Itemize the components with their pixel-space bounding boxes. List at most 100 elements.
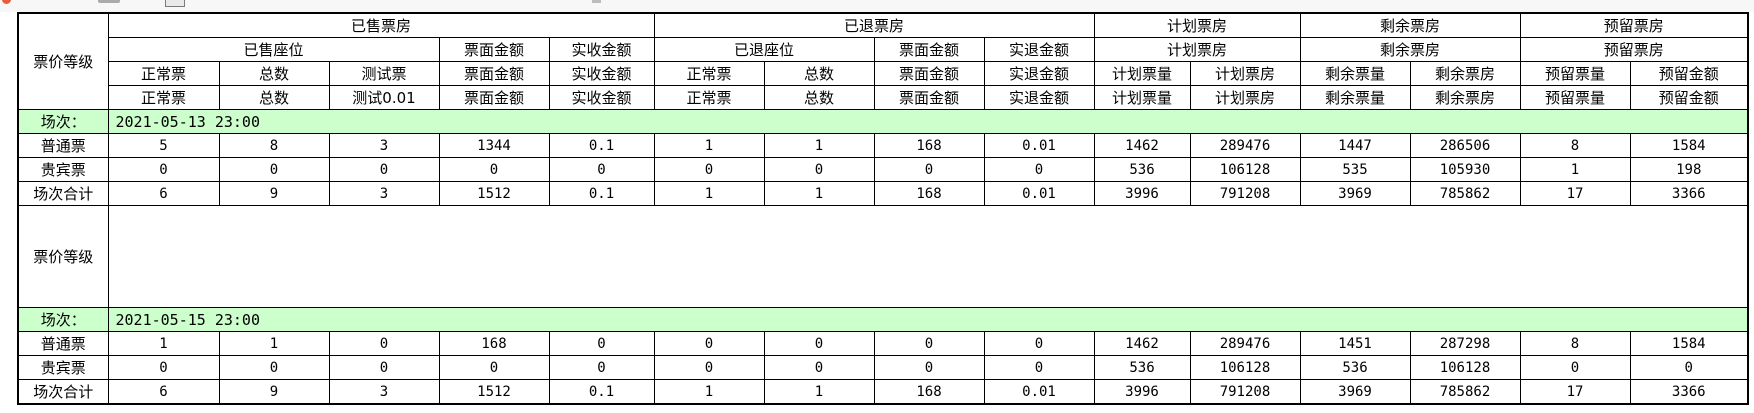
header-cell: 测试票 bbox=[328, 61, 440, 86]
header-cell: 票面金额 bbox=[438, 61, 550, 86]
data-row: 贵宾票 0 0 0 0 0 0 0 0 0 536 106128 536 106128 0 0 bbox=[17, 355, 1749, 380]
data-cell: 0.1 bbox=[548, 379, 655, 405]
header-cell: 剩余票房 bbox=[1299, 37, 1521, 62]
data-row: 贵宾票 0 0 0 0 0 0 0 0 0 536 106128 535 105930 1 198 bbox=[17, 157, 1749, 182]
row-label: 场次合计 bbox=[17, 181, 109, 206]
header-cell: 实收金额 bbox=[548, 85, 655, 110]
header-cell: 计划票房 bbox=[1189, 61, 1301, 86]
row-label: 贵宾票 bbox=[17, 157, 109, 182]
data-cell: 3 bbox=[328, 379, 440, 405]
header-cell: 已退座位 bbox=[653, 37, 875, 62]
data-cell: 535 bbox=[1299, 157, 1411, 182]
header-cell: 票面金额 bbox=[438, 37, 550, 62]
data-cell: 1584 bbox=[1629, 133, 1749, 158]
header-row-4: 正常票 总数 测试0.01 票面金额 实收金额 正常票 总数 票面金额 实退金额 计划票量 计划票房… bbox=[18, 85, 1749, 110]
header-cell: 预留金额 bbox=[1629, 61, 1749, 86]
data-cell: 3996 bbox=[1093, 379, 1191, 405]
data-cell: 0 bbox=[763, 331, 875, 356]
header-cell: 计划票房 bbox=[1189, 85, 1301, 110]
data-cell: 1 bbox=[763, 379, 875, 405]
header-cell: 剩余票量 bbox=[1299, 85, 1411, 110]
data-cell: 536 bbox=[1299, 355, 1411, 380]
data-cell: 0 bbox=[983, 157, 1095, 182]
spacer-row: 票价等级 bbox=[17, 205, 1749, 308]
data-cell: 0 bbox=[548, 157, 655, 182]
row-label: 场次合计 bbox=[17, 379, 109, 405]
header-cell: 剩余票房 bbox=[1409, 85, 1521, 110]
data-cell: 1 bbox=[218, 331, 330, 356]
header-cell: 计划票量 bbox=[1093, 61, 1191, 86]
data-cell: 785862 bbox=[1409, 181, 1521, 206]
data-cell: 1462 bbox=[1093, 331, 1191, 356]
header-cell-sold-section: 已售票房 bbox=[107, 12, 655, 38]
header-cell: 预留金额 bbox=[1629, 85, 1749, 110]
data-cell: 1512 bbox=[438, 379, 550, 405]
header-cell: 实退金额 bbox=[983, 61, 1095, 86]
data-cell: 1 bbox=[653, 133, 765, 158]
data-cell: 6 bbox=[107, 181, 220, 206]
data-cell: 106128 bbox=[1409, 355, 1521, 380]
header-cell: 正常票 bbox=[107, 85, 220, 110]
header-row-1: 票价等级 已售票房 已退票房 计划票房 剩余票房 预留票房 bbox=[17, 12, 1749, 110]
data-cell: 536 bbox=[1093, 157, 1191, 182]
data-cell: 536 bbox=[1093, 355, 1191, 380]
header-cell: 剩余票量 bbox=[1299, 61, 1411, 86]
toolbar-strip bbox=[0, 0, 1754, 12]
data-cell: 1584 bbox=[1629, 331, 1749, 356]
data-cell: 0.01 bbox=[983, 133, 1095, 158]
data-cell: 17 bbox=[1519, 181, 1631, 206]
data-cell: 0 bbox=[548, 331, 655, 356]
data-cell: 1 bbox=[653, 181, 765, 206]
table-header: 票价等级 已售票房 已退票房 计划票房 剩余票房 预留票房 已售座位 票面金额 … bbox=[17, 12, 1749, 110]
data-cell: 1447 bbox=[1299, 133, 1411, 158]
data-cell: 0 bbox=[653, 157, 765, 182]
spacer-price-level-label: 票价等级 bbox=[17, 205, 109, 308]
data-cell: 3996 bbox=[1093, 181, 1191, 206]
data-cell: 0 bbox=[873, 331, 985, 356]
data-cell: 8 bbox=[218, 133, 330, 158]
header-cell-reserved-section: 预留票房 bbox=[1519, 12, 1749, 38]
data-cell: 0 bbox=[1519, 355, 1631, 380]
header-cell: 实退金额 bbox=[983, 85, 1095, 110]
header-cell: 正常票 bbox=[653, 85, 765, 110]
session-row: 场次： 2021-05-13 23:00 bbox=[17, 109, 1749, 134]
data-cell: 168 bbox=[873, 133, 985, 158]
header-cell: 测试0.01 bbox=[328, 85, 440, 110]
data-cell: 8 bbox=[1519, 133, 1631, 158]
spacer-empty-area bbox=[107, 205, 1749, 308]
data-cell: 0 bbox=[107, 355, 220, 380]
data-cell: 0 bbox=[438, 157, 550, 182]
data-cell: 0 bbox=[328, 355, 440, 380]
data-cell: 1512 bbox=[438, 181, 550, 206]
gray-bar-icon[interactable] bbox=[98, 0, 120, 3]
small-mark-icon[interactable] bbox=[592, 0, 601, 3]
data-cell: 0.1 bbox=[548, 181, 655, 206]
data-cell: 785862 bbox=[1409, 379, 1521, 405]
data-row: 普通票 1 1 0 168 0 0 0 0 0 1462 289476 1451 287298 8 1584 bbox=[17, 331, 1749, 356]
data-cell: 106128 bbox=[1189, 157, 1301, 182]
data-cell: 17 bbox=[1519, 379, 1631, 405]
session-label: 场次： bbox=[17, 109, 109, 134]
row-label: 贵宾票 bbox=[17, 355, 109, 380]
header-cell: 总数 bbox=[763, 85, 875, 110]
header-cell: 已售座位 bbox=[107, 37, 440, 62]
header-row-2: 已售座位 票面金额 实收金额 已退座位 票面金额 实退金额 计划票房 剩余票房 … bbox=[18, 37, 1749, 62]
data-cell: 5 bbox=[107, 133, 220, 158]
data-cell: 168 bbox=[873, 379, 985, 405]
data-cell: 0 bbox=[328, 331, 440, 356]
header-cell: 实收金额 bbox=[548, 37, 655, 62]
data-cell: 105930 bbox=[1409, 157, 1521, 182]
data-cell: 3 bbox=[328, 181, 440, 206]
total-row: 场次合计 6 9 3 1512 0.1 1 1 168 0.01 3996 791208 3969 785… bbox=[17, 181, 1749, 206]
header-cell: 总数 bbox=[763, 61, 875, 86]
data-cell: 198 bbox=[1629, 157, 1749, 182]
data-cell: 286506 bbox=[1409, 133, 1521, 158]
data-cell: 1 bbox=[107, 331, 220, 356]
data-cell: 289476 bbox=[1189, 133, 1301, 158]
window-icon[interactable] bbox=[165, 0, 185, 7]
header-cell: 总数 bbox=[218, 61, 330, 86]
data-cell: 168 bbox=[438, 331, 550, 356]
red-dot-icon[interactable] bbox=[2, 0, 11, 4]
data-cell: 0 bbox=[218, 355, 330, 380]
data-cell: 0 bbox=[438, 355, 550, 380]
